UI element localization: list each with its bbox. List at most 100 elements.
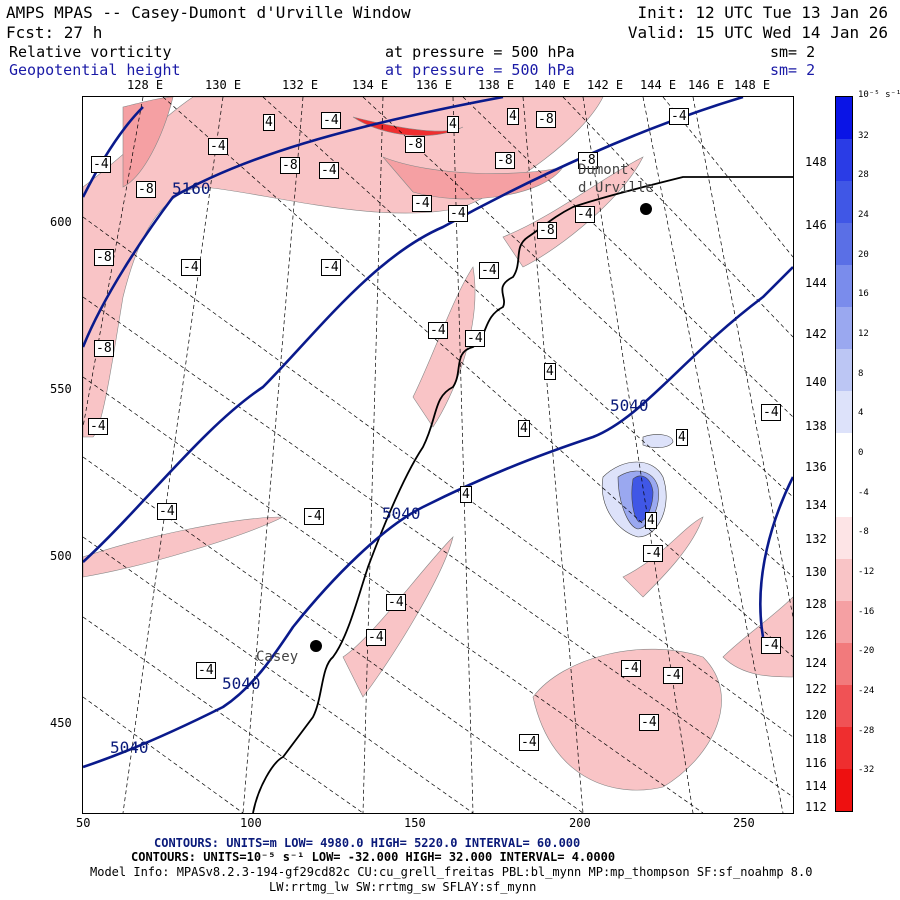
casey-station-marker bbox=[310, 640, 322, 652]
vort-label: -4 bbox=[428, 322, 448, 339]
top-lon-label: 130 E bbox=[205, 78, 242, 92]
right-lon-label: 116 E bbox=[805, 756, 842, 770]
colorbar-swatch bbox=[836, 475, 852, 517]
vort-label: -8 bbox=[94, 340, 114, 357]
vort-label: -8 bbox=[280, 157, 300, 174]
colorbar-swatch bbox=[836, 685, 852, 727]
colorbar-swatch bbox=[836, 727, 852, 769]
colorbar-label: 16 bbox=[858, 289, 869, 300]
right-lon-label: 130 E bbox=[805, 565, 842, 579]
vort-label: -4 bbox=[761, 637, 781, 654]
height-label-5160: 5160 bbox=[172, 179, 211, 198]
colorbar-label: 0 bbox=[858, 448, 864, 458]
colorbar-swatch bbox=[836, 601, 852, 643]
field2-name: Geopotential height bbox=[9, 61, 181, 79]
right-lon-label: 142 E bbox=[805, 327, 842, 341]
field1-name: Relative vorticity bbox=[9, 43, 172, 61]
right-lon-label: 146 E bbox=[805, 218, 842, 232]
colorbar-swatch bbox=[836, 391, 852, 433]
vort-label: -4 bbox=[88, 418, 108, 435]
top-lon-label: 148 E bbox=[734, 78, 771, 92]
x-tick-label: 250 bbox=[733, 816, 755, 830]
valid-time: Valid: 15 UTC Wed 14 Jan 26 bbox=[627, 23, 888, 42]
colorbar-swatch bbox=[836, 349, 852, 391]
colorbar-swatch bbox=[836, 643, 852, 685]
vort-label: -4 bbox=[321, 259, 341, 276]
colorbar-swatch bbox=[836, 139, 852, 181]
map-panel bbox=[82, 96, 794, 814]
y-tick-label: 500 bbox=[50, 549, 72, 563]
coastline bbox=[252, 176, 793, 813]
colorbar-label: 28 bbox=[858, 170, 869, 181]
field1-smoothing: sm= 2 bbox=[770, 43, 816, 61]
colorbar-swatch bbox=[836, 307, 852, 349]
vort-label: -4 bbox=[304, 508, 324, 525]
dumont-station-label: Dumont d'Urville bbox=[578, 162, 654, 196]
vort-label: 4 bbox=[447, 116, 459, 133]
colorbar-swatch bbox=[836, 181, 852, 223]
colorbar-label: 4 bbox=[858, 408, 864, 419]
vort-label: -8 bbox=[405, 136, 425, 153]
field2-smoothing: sm= 2 bbox=[770, 61, 816, 79]
vort-label: -8 bbox=[495, 152, 515, 169]
colorbar-swatch bbox=[836, 433, 852, 475]
height-label-5040: 5040 bbox=[222, 674, 261, 693]
vort-label: 4 bbox=[460, 486, 472, 503]
top-lon-label: 146 E bbox=[688, 78, 725, 92]
vort-label: -4 bbox=[519, 734, 539, 751]
field1-level: at pressure = 500 hPa bbox=[385, 43, 575, 61]
colorbar-label: -24 bbox=[858, 686, 875, 696]
x-tick-label: 100 bbox=[240, 816, 262, 830]
vort-label: -4 bbox=[575, 206, 595, 223]
colorbar-label: 32 bbox=[858, 130, 869, 141]
colorbar-swatch bbox=[836, 97, 852, 139]
colorbar-label: -20 bbox=[858, 646, 875, 657]
y-tick-label: 600 bbox=[50, 215, 72, 229]
field2-level: at pressure = 500 hPa bbox=[385, 61, 575, 79]
vort-label: -8 bbox=[537, 222, 557, 239]
right-lon-label: 122 E bbox=[805, 682, 842, 696]
colorbar-unit: 10⁻⁵ s⁻¹ bbox=[858, 90, 900, 100]
right-lon-label: 148 E bbox=[805, 155, 842, 169]
right-lon-label: 138 E bbox=[805, 419, 842, 433]
x-tick-label: 200 bbox=[569, 816, 591, 830]
height-label-5040: 5040 bbox=[382, 504, 421, 523]
top-lon-label: 138 E bbox=[478, 78, 515, 92]
init-time: Init: 12 UTC Tue 13 Jan 26 bbox=[637, 3, 888, 22]
model-info-2: LW:rrtmg_lw SW:rrtmg_sw SFLAY:sf_mynn bbox=[269, 880, 537, 894]
top-lon-label: 144 E bbox=[640, 78, 677, 92]
colorbar-label: -4 bbox=[858, 487, 869, 498]
top-lon-label: 128 E bbox=[127, 78, 164, 92]
colorbar-label: 24 bbox=[858, 210, 869, 220]
vort-label: 4 bbox=[518, 420, 530, 437]
vort-label: 4 bbox=[645, 512, 657, 529]
vort-label: -8 bbox=[578, 152, 598, 169]
colorbar-swatch bbox=[836, 265, 852, 307]
colorbar-swatch bbox=[836, 223, 852, 265]
vort-label: -4 bbox=[91, 156, 111, 173]
casey-station-label: Casey bbox=[256, 649, 299, 665]
colorbar bbox=[835, 96, 853, 812]
vort-label: -4 bbox=[643, 545, 663, 562]
colorbar-label: 8 bbox=[858, 368, 864, 379]
vort-label: -8 bbox=[94, 249, 114, 266]
vort-label: 4 bbox=[676, 429, 688, 446]
right-lon-label: 140 E bbox=[805, 375, 842, 389]
model-info: Model Info: MPASv8.2.3-194-gf29cd82c CU:… bbox=[90, 865, 813, 879]
colorbar-swatch bbox=[836, 769, 852, 811]
vort-label: -4 bbox=[196, 662, 216, 679]
vort-label: -4 bbox=[366, 629, 386, 646]
vort-label: -4 bbox=[761, 404, 781, 421]
lat-lon-grid bbox=[83, 97, 793, 813]
top-lon-label: 140 E bbox=[534, 78, 571, 92]
vort-label: -4 bbox=[465, 330, 485, 347]
colorbar-swatch bbox=[836, 517, 852, 559]
dumont-station-marker bbox=[640, 203, 652, 215]
vort-label: -4 bbox=[412, 195, 432, 212]
vort-label: -4 bbox=[663, 667, 683, 684]
vort-label: -4 bbox=[157, 503, 177, 520]
map-canvas bbox=[83, 97, 793, 813]
top-lon-label: 132 E bbox=[282, 78, 319, 92]
vort-label: -4 bbox=[621, 660, 641, 677]
colorbar-swatch bbox=[836, 559, 852, 601]
